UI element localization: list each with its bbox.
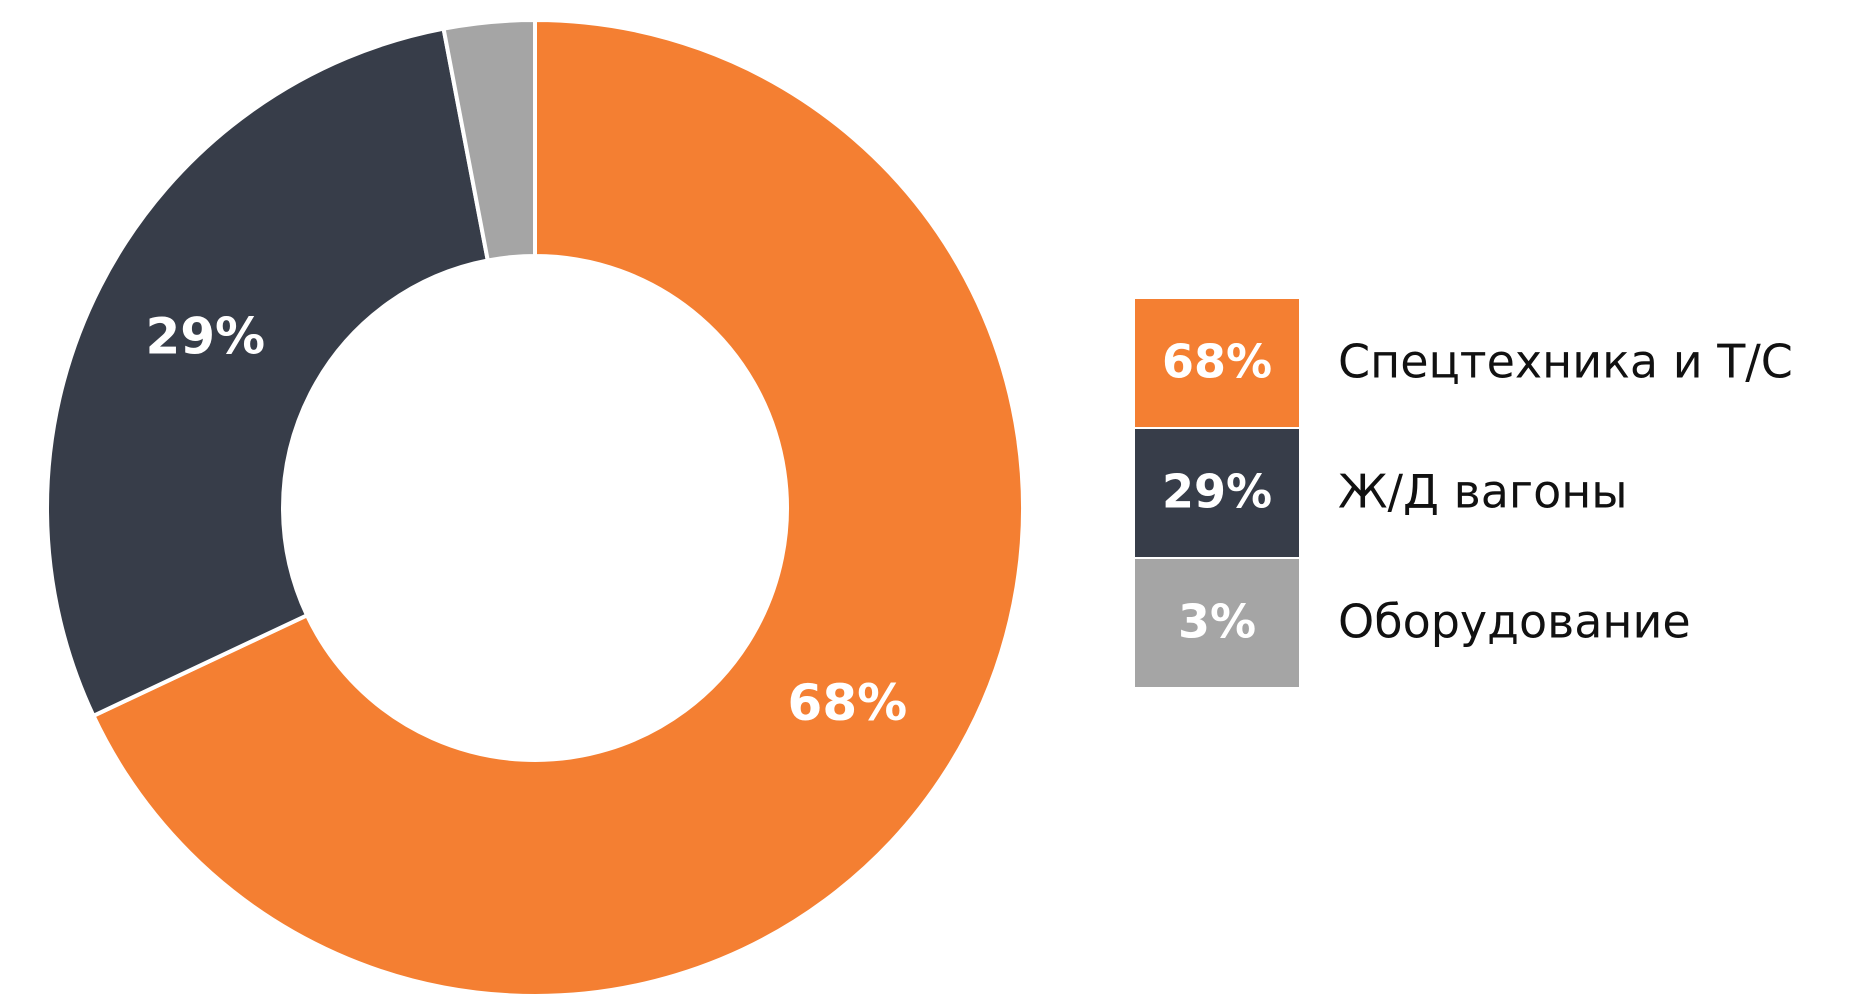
legend-label: Ж/Д вагоны [1338, 465, 1628, 519]
legend-swatch [1135, 429, 1299, 557]
legend-value: 29% [1162, 465, 1272, 519]
slice-label: 68% [788, 674, 908, 732]
legend-label: Спецтехника и Т/С [1338, 335, 1793, 389]
slice-label: 29% [145, 308, 265, 366]
donut-slice [90, 17, 1025, 996]
donut-slice [441, 17, 537, 263]
legend-swatch [1135, 299, 1299, 427]
legend-label: Оборудование [1338, 595, 1691, 649]
donut-slice [45, 26, 491, 719]
legend-swatch [1135, 559, 1299, 687]
legend-value: 68% [1162, 335, 1272, 389]
legend-value: 3% [1178, 595, 1256, 649]
